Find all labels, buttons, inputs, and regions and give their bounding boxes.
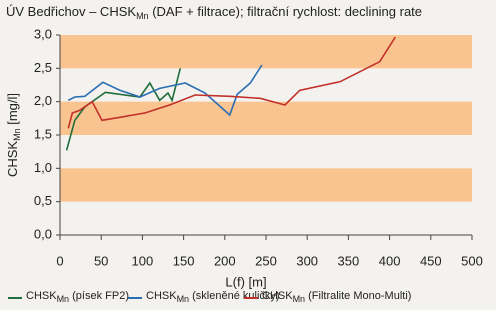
x-axis-title: L(f) [m] bbox=[225, 274, 266, 289]
x-tick-label: 350 bbox=[338, 253, 360, 268]
x-tick-label: 150 bbox=[173, 253, 195, 268]
data-line bbox=[65, 68, 182, 151]
x-tick-label: 0 bbox=[56, 253, 63, 268]
legend-label-part: CHSK bbox=[262, 290, 293, 302]
y-axis-title-part: Mn bbox=[12, 128, 22, 141]
y-axis-title-part: CHSK bbox=[5, 141, 20, 177]
y-tick-label: 2,5 bbox=[34, 60, 52, 75]
y-tick-label: 0,5 bbox=[34, 193, 52, 208]
y-tick-label: 3,0 bbox=[34, 26, 52, 41]
x-tick-label: 100 bbox=[132, 253, 154, 268]
legend-label-part: Mn bbox=[57, 294, 70, 304]
x-tick-label: 300 bbox=[296, 253, 318, 268]
legend-label-part: CHSK bbox=[146, 290, 177, 302]
data-line bbox=[67, 64, 263, 117]
x-tick-label: 500 bbox=[461, 253, 483, 268]
y-axis-title-part: [mg/l] bbox=[5, 93, 20, 128]
legend-label: CHSKMn (písek FP2) bbox=[26, 290, 129, 304]
legend-label-part: Mn bbox=[293, 294, 306, 304]
y-tick-label: 2,0 bbox=[34, 93, 52, 108]
y-axis-title: CHSKMn [mg/l] bbox=[5, 93, 22, 177]
x-tick-label: 250 bbox=[255, 253, 277, 268]
x-tick-label: 200 bbox=[214, 253, 236, 268]
legend-label-part: Mn bbox=[177, 294, 190, 304]
chart-title-part: Mn bbox=[136, 11, 149, 21]
legend-label-part: (písek FP2) bbox=[69, 290, 129, 302]
x-tick-label: 450 bbox=[420, 253, 442, 268]
y-tick-label: 1,5 bbox=[34, 126, 52, 141]
legend-label-part: CHSK bbox=[26, 290, 57, 302]
legend-label: CHSKMn (Filtralite Mono-Multi) bbox=[262, 290, 411, 304]
legend-label-part: (Filtralite Mono-Multi) bbox=[305, 290, 411, 302]
x-tick-label: 400 bbox=[379, 253, 401, 268]
chart-title-part: ÚV Bedřichov – CHSK bbox=[6, 4, 136, 19]
x-tick-label: 50 bbox=[94, 253, 108, 268]
chart-title-part: (DAF + filtrace); filtrační rychlost: de… bbox=[149, 4, 422, 19]
chart-title: ÚV Bedřichov – CHSKMn (DAF + filtrace); … bbox=[6, 4, 422, 21]
y-tick-label: 1,0 bbox=[34, 160, 52, 175]
background-band bbox=[60, 101, 472, 135]
background-band bbox=[60, 168, 472, 202]
data-line bbox=[67, 36, 397, 129]
background-band bbox=[60, 35, 472, 69]
y-tick-label: 0,0 bbox=[34, 226, 52, 241]
